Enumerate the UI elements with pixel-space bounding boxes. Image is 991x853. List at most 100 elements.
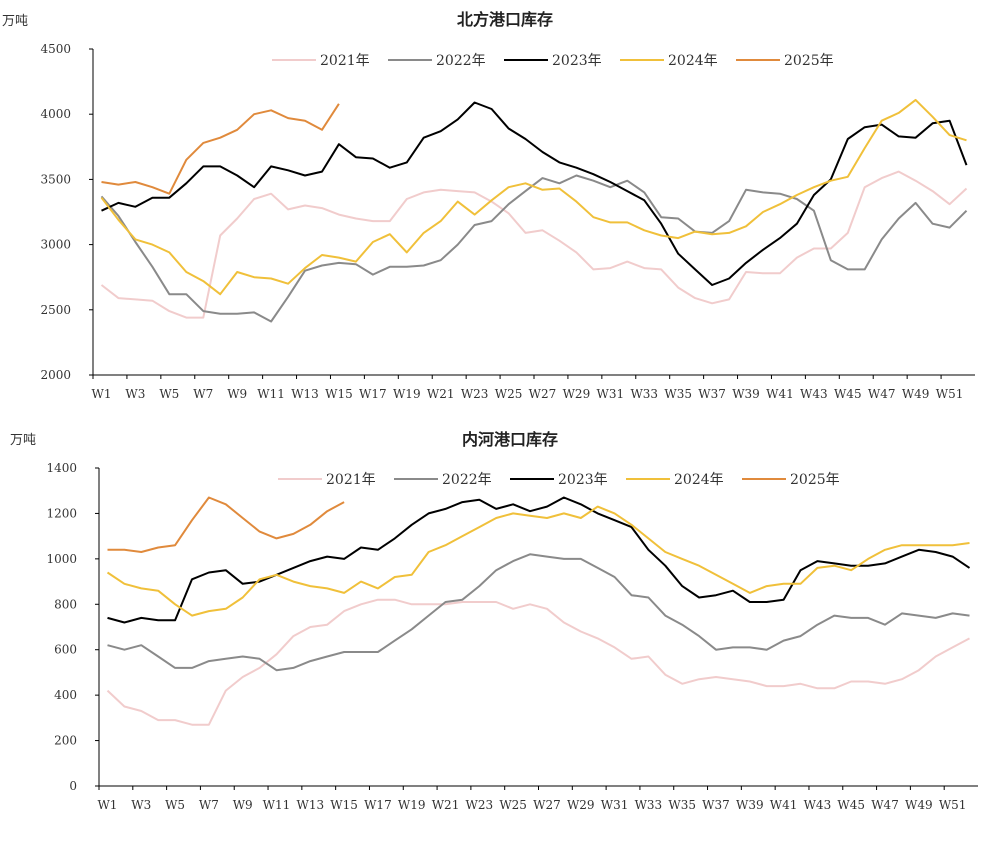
y-tick-label: 1000 [46, 552, 77, 566]
x-tick-label: W43 [800, 387, 828, 401]
x-tick-label: W15 [330, 798, 358, 812]
series-line-2023 [101, 101, 968, 286]
x-axis: W1 W3 W5 W7 W9 W11 W13 W15 W17 W19 W21 W23 W25 W27 W29… [97, 785, 978, 812]
legend-item-2023: 2023年 [504, 53, 602, 69]
series-line-2022 [100, 174, 968, 323]
y-tick-label: 400 [54, 688, 77, 702]
legend: 2021年 2022年 2023年 2024年 2025年 [272, 53, 834, 69]
x-tick-label: W43 [804, 798, 832, 812]
x-tick-label: W25 [499, 798, 527, 812]
x-tick-label: W49 [902, 387, 930, 401]
legend-label: 2025年 [790, 472, 840, 488]
legend-label: 2025年 [784, 53, 834, 69]
legend-item-2025: 2025年 [742, 472, 840, 488]
x-tick-label: W13 [291, 387, 319, 401]
series-line-2024 [100, 98, 967, 296]
x-tick-label: W35 [668, 798, 696, 812]
legend-item-2023: 2023年 [510, 472, 608, 488]
x-tick-label: W33 [630, 387, 658, 401]
legend-item-2025: 2025年 [736, 53, 834, 69]
legend-item-2021: 2021年 [278, 472, 376, 488]
x-tick-label: W1 [91, 387, 111, 401]
x-tick-label: W3 [125, 387, 145, 401]
x-tick-label: W21 [427, 387, 455, 401]
x-axis: W1 W3 W5 W7 W9 W11 W13 W15 W17 W19 W21 W23 W25 W27 W29… [91, 374, 975, 401]
x-tick-label: W41 [770, 798, 798, 812]
series-line-2023 [107, 496, 971, 624]
y-tick-label: 1200 [46, 506, 77, 520]
x-tick-label: W47 [871, 798, 899, 812]
x-tick-label: W41 [766, 387, 794, 401]
legend-item-2024: 2024年 [620, 53, 718, 69]
y-tick-label: 2500 [40, 303, 71, 317]
x-tick-label: W19 [398, 798, 426, 812]
x-tick-label: W11 [257, 387, 285, 401]
x-tick-label: W9 [233, 798, 253, 812]
series-line-2021 [100, 170, 968, 319]
x-tick-label: W5 [165, 798, 185, 812]
x-tick-label: W1 [97, 798, 117, 812]
legend-item-2022: 2022年 [394, 472, 492, 488]
x-tick-label: W29 [567, 798, 595, 812]
y-tick-label: 4500 [40, 42, 71, 56]
x-tick-label: W37 [702, 798, 730, 812]
x-tick-label: W17 [364, 798, 392, 812]
series-line-2025 [107, 496, 345, 553]
y-axis-unit-label: 万吨 [10, 433, 36, 448]
x-tick-label: W27 [533, 798, 561, 812]
x-tick-label: W39 [736, 798, 764, 812]
x-tick-label: W7 [199, 798, 219, 812]
y-tick-label: 1400 [46, 461, 77, 475]
y-tick-label: 0 [69, 779, 77, 793]
y-tick-label: 2000 [40, 368, 71, 382]
series-line-2024 [106, 505, 970, 617]
legend-label: 2024年 [674, 472, 724, 488]
series-line-2022 [107, 553, 970, 672]
x-tick-label: W19 [393, 387, 421, 401]
x-tick-label: W35 [664, 387, 692, 401]
y-tick-label: 3500 [40, 172, 71, 186]
x-tick-label: W9 [227, 387, 247, 401]
x-tick-label: W15 [325, 387, 353, 401]
x-tick-label: W3 [131, 798, 151, 812]
x-tick-label: W5 [159, 387, 179, 401]
y-tick-label: 800 [54, 597, 77, 611]
x-tick-label: W51 [936, 387, 964, 401]
y-tick-label: 600 [54, 643, 77, 657]
chart-title: 内河港口库存 [462, 430, 558, 449]
legend-label: 2022年 [436, 53, 486, 69]
y-tick-label: 4000 [40, 107, 71, 121]
x-tick-label: W37 [698, 387, 726, 401]
x-tick-label: W29 [563, 387, 591, 401]
x-tick-label: W51 [939, 798, 967, 812]
x-tick-label: W49 [905, 798, 933, 812]
x-tick-label: W25 [495, 387, 523, 401]
legend-label: 2023年 [552, 53, 602, 69]
x-tick-label: W13 [296, 798, 324, 812]
x-tick-label: W7 [193, 387, 213, 401]
x-tick-label: W39 [732, 387, 760, 401]
series-line-2025 [101, 103, 340, 195]
x-tick-label: W23 [461, 387, 489, 401]
y-tick-label: 200 [54, 734, 77, 748]
series-line-2021 [106, 598, 970, 726]
legend-label: 2023年 [558, 472, 608, 488]
x-tick-label: W45 [837, 798, 865, 812]
x-tick-label: W11 [263, 798, 291, 812]
x-tick-label: W27 [529, 387, 557, 401]
legend-label: 2022年 [442, 472, 492, 488]
legend-label: 2021年 [320, 53, 370, 69]
x-tick-label: W33 [635, 798, 663, 812]
x-tick-label: W47 [868, 387, 896, 401]
y-axis: 2000 2500 3000 3500 4000 4500 [40, 42, 94, 382]
x-tick-label: W23 [466, 798, 494, 812]
x-tick-label: W17 [359, 387, 387, 401]
legend-label: 2024年 [668, 53, 718, 69]
inland-port-chart: 内河港口库存 万吨 0 200 400 600 800 1000 1200 1400 W1 W3… [10, 430, 978, 812]
chart-title: 北方港口库存 [457, 10, 553, 29]
x-tick-label: W45 [834, 387, 862, 401]
y-tick-label: 3000 [40, 238, 71, 252]
y-axis-unit-label: 万吨 [2, 14, 28, 29]
legend-item-2022: 2022年 [388, 53, 486, 69]
